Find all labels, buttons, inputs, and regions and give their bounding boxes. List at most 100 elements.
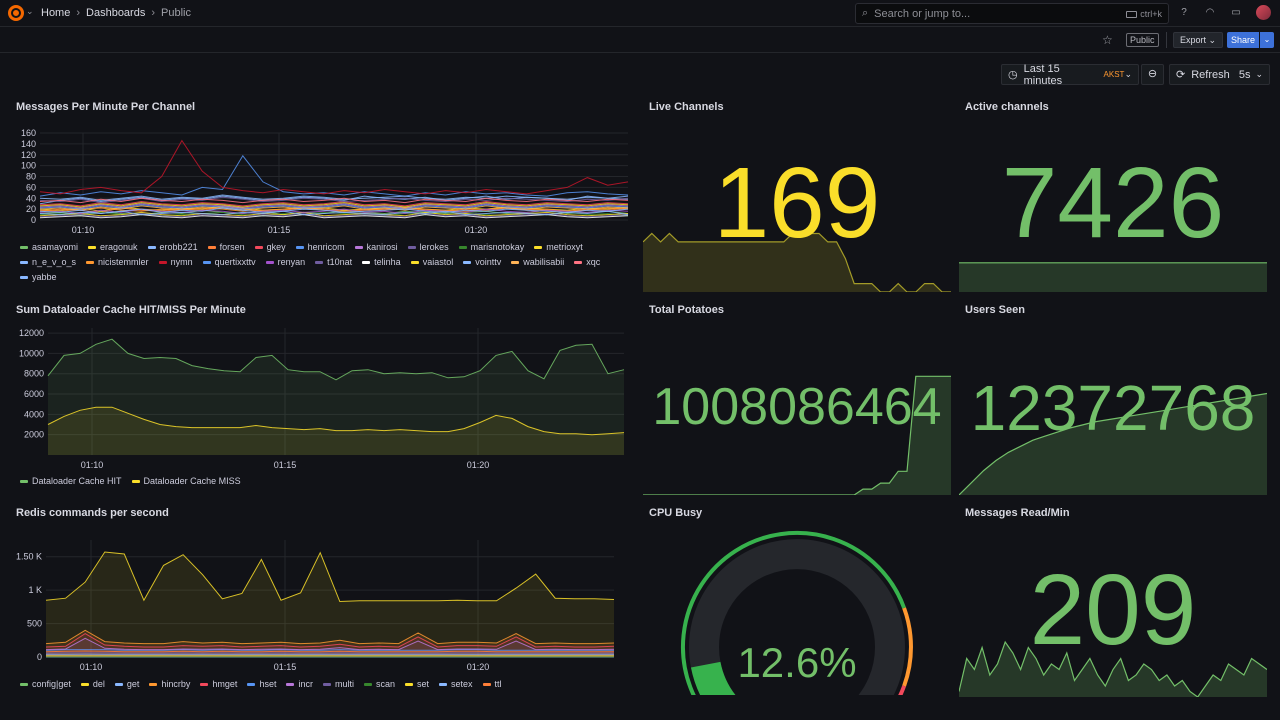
grafana-logo-icon[interactable] (8, 5, 24, 21)
panel-title-messages-per-minute[interactable]: Messages Per Minute Per Channel (16, 101, 196, 113)
share-menu-chevron-icon[interactable]: ⌄ (1260, 32, 1274, 48)
series-line-quertixxttv[interactable] (39, 204, 629, 210)
x-tick-label: 01:10 (81, 460, 104, 470)
search-input[interactable]: ⌕ Search or jump to... ctrl+k (855, 3, 1169, 24)
legend-item[interactable]: Dataloader Cache MISS (131, 476, 241, 486)
legend-item[interactable]: yabbe (20, 272, 57, 282)
legend-item[interactable]: erobb221 (147, 242, 198, 252)
legend-item[interactable]: wabilisabii (511, 257, 564, 267)
chevron-down-icon[interactable]: ⌄ (26, 6, 34, 16)
time-range-label: Last 15 minutes (1023, 62, 1063, 87)
star-icon[interactable]: ☆ (1102, 33, 1113, 47)
legend-swatch (131, 479, 140, 483)
series-line-hmget[interactable] (45, 633, 615, 648)
legend-item[interactable]: hincrby (149, 679, 190, 689)
series-line-kanirosi[interactable] (39, 203, 629, 209)
chevron-down-icon: ⌄ (1255, 69, 1263, 79)
y-tick-label: 1 K (28, 585, 42, 595)
legend-item[interactable]: t10nat (315, 257, 352, 267)
x-tick-label: 01:10 (80, 662, 103, 672)
legend-item[interactable]: hset (247, 679, 276, 689)
panel-title-cpu-busy[interactable]: CPU Busy (649, 507, 703, 519)
series-line-nymn[interactable] (39, 139, 629, 195)
legend-item[interactable]: marisnotokay (458, 242, 525, 252)
series-line-xqc[interactable] (39, 197, 629, 204)
time-range-picker[interactable]: ◷ Last 15 minutes AKST ⌄ (1001, 62, 1139, 87)
zoom-out-button[interactable]: ⊖ (1141, 64, 1164, 85)
series-line-ttl[interactable] (45, 650, 614, 653)
series-line-telinha[interactable] (39, 214, 629, 219)
legend-item[interactable]: incr (286, 679, 313, 689)
series-line-n_e_v_o_s[interactable] (39, 194, 629, 201)
legend-item[interactable]: get (114, 679, 139, 689)
series-line-Dataloader Cache MISS[interactable] (47, 406, 625, 436)
legend-label: henricom (307, 242, 345, 252)
legend-item[interactable]: xqc (574, 257, 600, 267)
series-line-hset[interactable] (45, 649, 614, 651)
series-line-eragonuk[interactable] (39, 205, 629, 212)
legend-item[interactable]: setex (439, 679, 473, 689)
legend-item[interactable]: del (80, 679, 105, 689)
series-area (46, 630, 614, 657)
series-line-yabbe[interactable] (39, 207, 629, 215)
legend-item[interactable]: ttl (482, 679, 502, 689)
legend-label: wabilisabii (523, 257, 565, 267)
help-icon[interactable]: ? (1181, 7, 1187, 18)
breadcrumb-home[interactable]: Home (41, 7, 71, 19)
refresh-interval[interactable]: 5s (1238, 68, 1251, 81)
legend-item[interactable]: n_e_v_o_s (20, 257, 76, 267)
user-avatar[interactable] (1256, 5, 1271, 20)
export-button[interactable]: Export ⌄ (1173, 32, 1224, 48)
share-button[interactable]: Share (1227, 32, 1259, 48)
dataloader-cache-chart[interactable]: 2000 4000 6000 8000 10000 12000 01:10 01:15 01:2… (0, 323, 640, 473)
panel-title-active-channels[interactable]: Active channels (965, 101, 1049, 113)
legend-item[interactable]: vointtv (463, 257, 501, 267)
legend-item[interactable]: henricom (295, 242, 345, 252)
legend-item[interactable]: kanirosi (354, 242, 398, 252)
legend-label: marisnotokay (470, 242, 525, 252)
refresh-button[interactable]: ⟳ Refresh 5s ⌄ (1169, 64, 1270, 85)
legend-item[interactable]: metrioxyt (534, 242, 583, 252)
legend-item[interactable]: Dataloader Cache HIT (20, 476, 122, 486)
redis-commands-chart[interactable]: 0 500 1 K 1.50 K 01:10 01:15 01:20 (0, 535, 640, 677)
panel-title-live-channels[interactable]: Live Channels (649, 101, 724, 113)
legend-label: vointtv (475, 257, 502, 267)
legend-item[interactable]: renyan (265, 257, 305, 267)
news-rss-icon[interactable]: ◠ (1205, 7, 1215, 18)
panel-title-users-seen[interactable]: Users Seen (965, 304, 1025, 316)
legend-item[interactable]: multi (322, 679, 354, 689)
legend-item[interactable]: set (405, 679, 429, 689)
legend-item[interactable]: hmget (200, 679, 237, 689)
series-line-del[interactable] (45, 551, 615, 603)
series-line-hincrby[interactable] (45, 629, 615, 645)
breadcrumb-dashboards[interactable]: Dashboards (86, 7, 146, 19)
legend-item[interactable]: vaiastol (410, 257, 453, 267)
series-line-vaiastol[interactable] (39, 202, 629, 208)
legend-item[interactable]: scan (363, 679, 395, 689)
legend-item[interactable]: lerokes (407, 242, 449, 252)
legend-label: telinha (374, 257, 401, 267)
series-line-vointtv[interactable] (39, 210, 629, 216)
legend-item[interactable]: forsen (207, 242, 245, 252)
series-line-incr[interactable] (45, 637, 615, 651)
legend-item[interactable]: nicistemmler (86, 257, 149, 267)
series-line-Dataloader Cache HIT[interactable] (47, 338, 625, 381)
legend-item[interactable]: eragonuk (88, 242, 138, 252)
legend-item[interactable]: telinha (362, 257, 401, 267)
legend-item[interactable]: quertixxttv (202, 257, 256, 267)
legend-item[interactable]: gkey (254, 242, 286, 252)
panel-title-redis-commands[interactable]: Redis commands per second (16, 507, 169, 519)
panel-title-dataloader-cache[interactable]: Sum Dataloader Cache HIT/MISS Per Minute (16, 304, 246, 316)
panel-title-messages-read[interactable]: Messages Read/Min (965, 507, 1070, 519)
legend-item[interactable]: nymn (158, 257, 193, 267)
legend-item[interactable]: asamayomi (20, 242, 78, 252)
kiosk-monitor-icon[interactable]: ▭ (1231, 7, 1241, 18)
series-line-wabilisabii[interactable] (39, 205, 629, 211)
series-line-henricom[interactable] (39, 154, 629, 197)
panel-title-total-potatoes[interactable]: Total Potatoes (649, 304, 724, 316)
legend-item[interactable]: config|get (20, 679, 71, 689)
legend-swatch (482, 682, 491, 686)
series-line-gkey[interactable] (39, 200, 629, 207)
active-channels-sparkline (959, 262, 1267, 292)
